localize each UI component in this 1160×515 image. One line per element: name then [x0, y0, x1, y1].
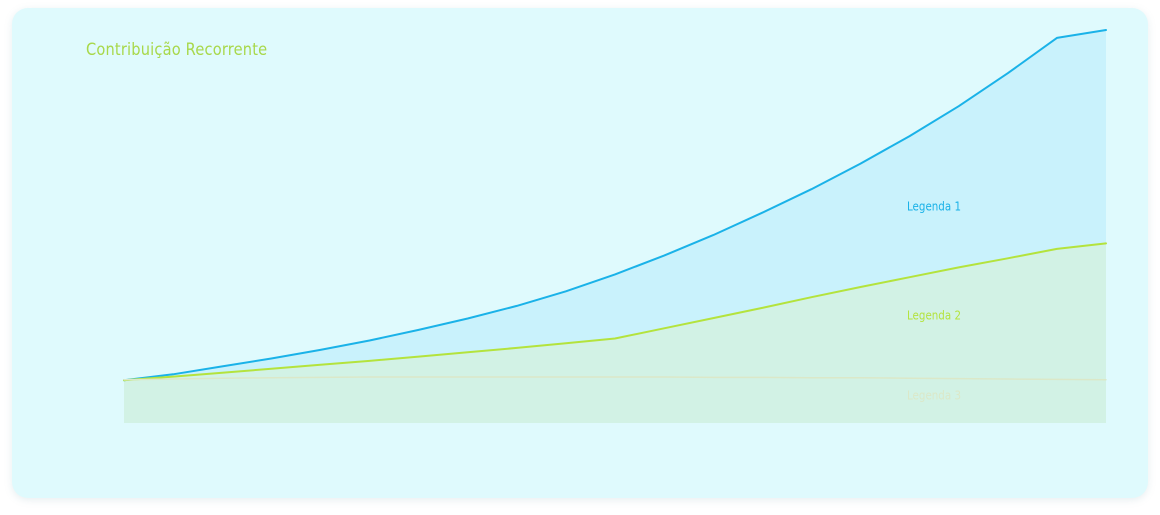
legend-label-2: Legenda 2	[907, 309, 961, 323]
series-2-line	[123, 242, 1107, 382]
legend-label-1: Legenda 1	[907, 200, 961, 214]
series-1-line	[123, 29, 1107, 382]
legend-label-3: Legenda 3	[907, 389, 961, 403]
series-3-line	[123, 376, 1107, 381]
chart-title: Contribuição Recorrente	[86, 40, 268, 60]
